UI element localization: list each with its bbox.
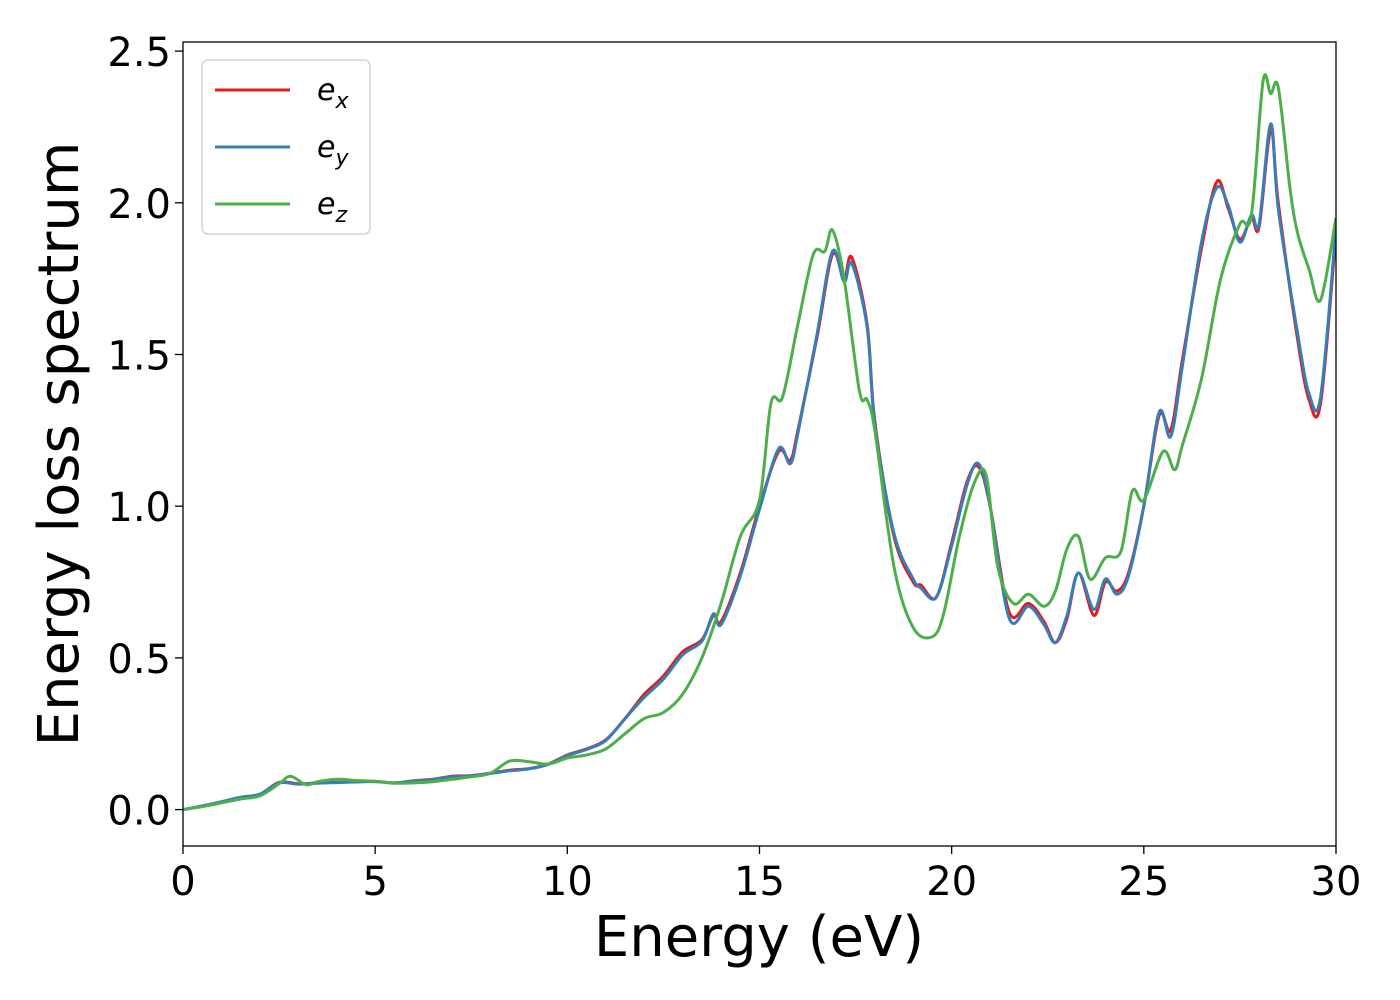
series-line-z xyxy=(183,73,1336,812)
y-tick-label: 2.0 xyxy=(107,182,171,228)
legend-subscript: z xyxy=(334,203,347,228)
y-tick-label: 0.5 xyxy=(107,637,171,683)
x-tick-label: 10 xyxy=(542,859,593,905)
legend-symbol: e xyxy=(317,130,335,165)
y-axis: 0.0 0.5 1.0 1.5 2.0 2.5 xyxy=(107,30,183,835)
y-tick-label: 1.0 xyxy=(107,485,171,531)
x-tick-label: 0 xyxy=(170,859,195,905)
y-tick-label: 1.5 xyxy=(107,333,171,379)
x-tick-label: 25 xyxy=(1118,859,1169,905)
x-tick-label: 15 xyxy=(734,859,785,905)
legend-label-z: ez xyxy=(317,187,347,228)
x-tick-label: 5 xyxy=(362,859,387,905)
y-axis-title: Energy loss spectrum xyxy=(27,142,92,747)
y-tick-label: 2.5 xyxy=(107,30,171,76)
legend-label-y: ey xyxy=(317,130,349,171)
legend-symbol: e xyxy=(317,187,335,222)
plot-lines xyxy=(183,73,1336,812)
series-line-y xyxy=(183,122,1336,812)
legend-subscript: x xyxy=(334,89,349,114)
x-axis-title: Energy (eV) xyxy=(594,905,924,970)
x-tick-label: 30 xyxy=(1311,859,1362,905)
legend-symbol: e xyxy=(317,73,335,108)
legend-label-x: ex xyxy=(317,73,349,114)
x-tick-label: 20 xyxy=(926,859,977,905)
x-axis: 0 5 10 15 20 25 30 xyxy=(170,846,1361,905)
legend-subscript: y xyxy=(334,146,349,171)
y-tick-label: 0.0 xyxy=(107,789,171,835)
